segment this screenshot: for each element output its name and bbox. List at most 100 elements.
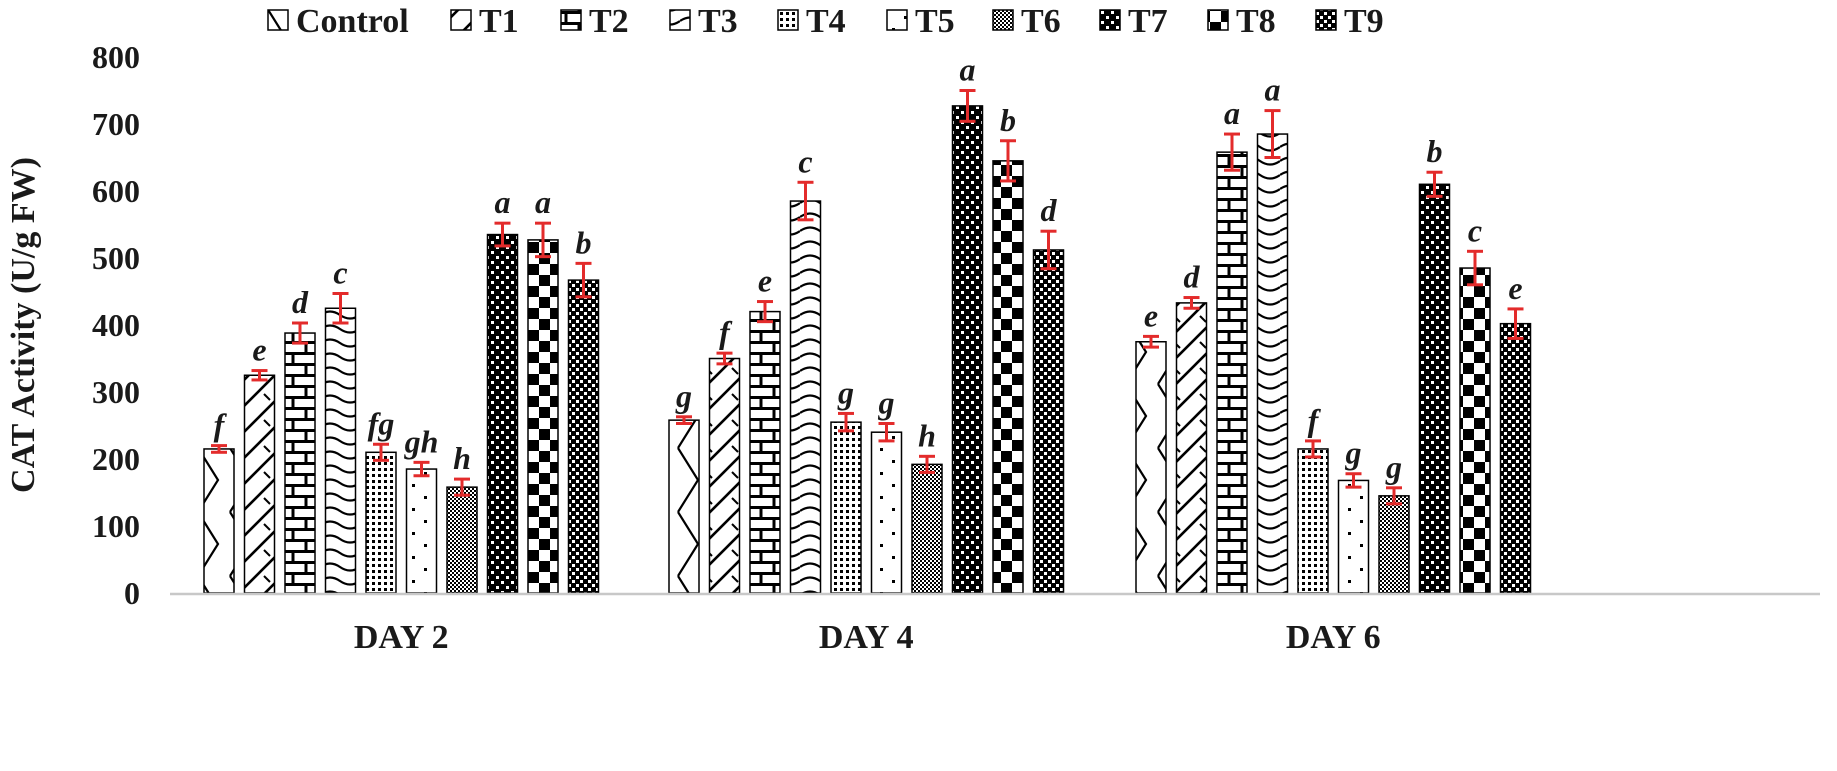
legend-label: T7 — [1128, 3, 1168, 40]
significance-letter: g — [675, 378, 692, 414]
legend-swatch — [1099, 9, 1121, 31]
significance-letter: fg — [368, 405, 395, 441]
error-bar — [1426, 170, 1443, 198]
bar-t4-day-2 — [365, 451, 397, 594]
significance-letter: a — [1224, 95, 1240, 131]
bar-control-day-4 — [668, 419, 700, 594]
legend-item-t4: T4 — [777, 3, 846, 40]
significance-letter: d — [1041, 192, 1058, 228]
series-t9: b d e — [567, 192, 1532, 594]
y-axis: 0 100 200 300 400 500 600 700 800 — [92, 39, 140, 611]
significance-letter: a — [495, 184, 511, 220]
y-tick-label: 300 — [92, 374, 140, 410]
legend-swatch — [267, 9, 289, 31]
legend-item-t8: T8 — [1207, 3, 1276, 40]
significance-letter: a — [960, 52, 976, 88]
legend-swatch — [450, 9, 472, 31]
bar-t2-day-2 — [284, 332, 316, 594]
bar-t8-day-4 — [992, 160, 1024, 594]
bar-t2-day-4 — [749, 310, 781, 594]
error-bar — [1345, 472, 1362, 489]
error-bar — [413, 460, 430, 478]
error-bar — [292, 321, 308, 345]
error-bar — [1183, 296, 1200, 310]
y-tick-label: 700 — [92, 106, 140, 142]
error-bar — [373, 442, 389, 462]
bar-t4-day-6 — [1297, 448, 1329, 594]
chart-legend: Control T1 T2 T3 T4 T5 T6 T7 T8 T9 — [267, 3, 1384, 40]
error-bar — [1264, 109, 1281, 159]
legend-label: Control — [296, 3, 409, 40]
error-bar — [332, 292, 349, 325]
y-axis-title: CAT Activity (U/g FW) — [5, 157, 42, 493]
series-t3: c c a — [324, 72, 1289, 594]
significance-letter: g — [878, 384, 895, 420]
error-bar — [676, 415, 692, 425]
significance-letter: g — [1385, 449, 1402, 485]
legend-label: T5 — [915, 3, 955, 40]
significance-letter: b — [1000, 102, 1016, 138]
legend-item-t7: T7 — [1099, 3, 1168, 40]
legend-item-t2: T2 — [560, 3, 629, 40]
y-tick-label: 600 — [92, 173, 140, 209]
bar-t2-day-6 — [1216, 151, 1248, 594]
series-t1: e fd — [243, 259, 1208, 594]
legend-swatch — [992, 9, 1014, 31]
significance-letter: g — [1345, 435, 1362, 471]
significance-letter: b — [576, 224, 592, 260]
series-t4: fg g f — [365, 374, 1329, 594]
bar-t7-day-6 — [1418, 183, 1451, 594]
series-t8: abc — [527, 102, 1491, 594]
error-bar — [575, 261, 592, 299]
bar-t9-day-2 — [567, 279, 600, 594]
series-t2: d e a — [284, 95, 1248, 594]
legend-label: T8 — [1236, 3, 1276, 40]
bar-t4-day-4 — [830, 421, 862, 594]
legend-label: T9 — [1344, 3, 1384, 40]
legend-swatch — [560, 9, 582, 31]
error-bar — [1305, 439, 1321, 459]
significance-letter: e — [1508, 270, 1522, 306]
bar-control-day-2 — [203, 448, 235, 594]
bar-t5-day-6 — [1337, 479, 1370, 594]
legend-item-t3: T3 — [669, 3, 738, 40]
legend-swatch — [1207, 9, 1229, 31]
significance-letter: g — [837, 374, 854, 410]
error-bar — [1467, 249, 1483, 287]
legend-item-t1: T1 — [450, 3, 519, 40]
significance-letter: d — [292, 284, 309, 320]
error-bar — [454, 477, 470, 497]
legend-label: T4 — [806, 3, 846, 40]
legend-label: T3 — [698, 3, 738, 40]
error-bar — [535, 221, 551, 259]
bar-t5-day-4 — [870, 431, 903, 594]
bar-t7-day-4 — [951, 105, 984, 594]
legend-item-t5: T5 — [886, 3, 955, 40]
y-tick-label: 100 — [92, 508, 140, 544]
series-t6: hhg — [446, 417, 1410, 594]
bar-t1-day-2 — [243, 374, 276, 594]
y-tick-label: 500 — [92, 240, 140, 276]
x-axis: DAY 2 DAY 4 DAY 6 — [170, 592, 1820, 656]
bar-t3-day-6 — [1256, 133, 1289, 594]
error-bar — [757, 300, 773, 324]
error-bar — [959, 89, 976, 123]
bar-t8-day-2 — [527, 239, 559, 594]
legend-swatch — [1315, 9, 1337, 31]
significance-letter: c — [333, 255, 347, 291]
bar-t6-day-4 — [911, 463, 943, 594]
y-tick-label: 0 — [124, 575, 140, 611]
y-tick-label: 200 — [92, 441, 140, 477]
legend-swatch — [777, 9, 799, 31]
legend-item-t9: T9 — [1315, 3, 1384, 40]
significance-letter: f — [214, 407, 228, 443]
error-bar — [919, 454, 935, 474]
bar-t9-day-6 — [1499, 322, 1532, 594]
error-bar — [1143, 334, 1159, 349]
significance-letter: gh — [404, 423, 439, 459]
error-bar — [797, 180, 814, 222]
bar-t6-day-6 — [1378, 495, 1410, 594]
significance-letter: d — [1184, 259, 1201, 295]
significance-letter: e — [758, 263, 772, 299]
